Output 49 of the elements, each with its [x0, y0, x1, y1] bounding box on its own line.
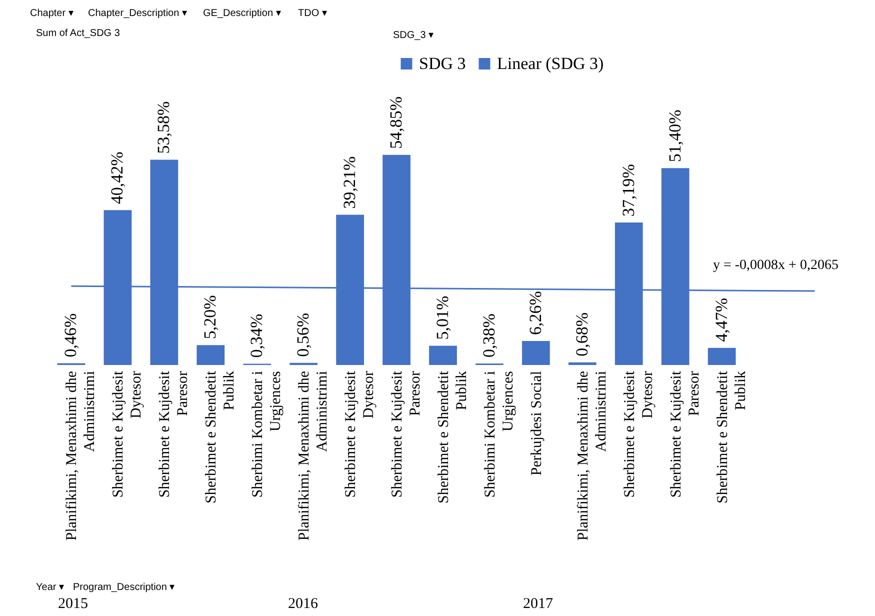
data-label: 6,26%: [526, 291, 545, 336]
data-label: 37,19%: [618, 164, 638, 217]
text: Program_Description ▾: [73, 582, 175, 593]
data-label: 4,47%: [712, 298, 731, 342]
text: TDO ▾: [298, 8, 327, 19]
bar: [196, 345, 225, 365]
data-label: 39,21%: [340, 156, 360, 209]
x-tick-label: Planifikimi, Menaxhimi dhe Administrimi: [64, 370, 98, 541]
data-label: 40,42%: [108, 152, 127, 204]
text: 2017: [523, 596, 554, 612]
x-tick-label: Perkujdesi Social: [528, 371, 545, 476]
bar: [568, 362, 596, 365]
data-label: 53,58%: [154, 101, 174, 154]
text: Sum of Act_SDG 3: [36, 28, 120, 39]
text: Year ▾: [36, 582, 64, 593]
data-label: 0,56%: [294, 312, 313, 357]
x-tick-label: Sherbimet e Shendetit Publik: [204, 370, 238, 504]
legend-label: SDG 3: [419, 54, 466, 73]
bar: [429, 346, 457, 365]
x-tick-label: Planifikimi, Menaxhimi dhe Administrimi: [575, 370, 610, 541]
x-tick-label: Sherbimet e Kujdesit Dytesor: [622, 370, 656, 498]
x-tick-label: Sherbimet e Kujdesit Dytesor: [343, 370, 378, 498]
bar: [522, 341, 550, 365]
data-label: 5,20%: [200, 295, 220, 340]
x-tick-label: Planifikimi, Menaxhimi dhe Administrimi: [296, 370, 331, 541]
text: 2016: [288, 596, 318, 612]
annotation: y = -0,0008x + 0,2065: [713, 258, 838, 273]
x-tick-label: Sherbimet e Kujdesit Dytesor: [110, 370, 145, 498]
x-tick-label: Sherbimet e Kujdesit Paresor: [668, 370, 702, 498]
text: GE_Description ▾: [203, 8, 281, 19]
data-label: 0,46%: [61, 313, 80, 358]
text: SDG_3 ▾: [393, 30, 434, 41]
data-label: 0,34%: [247, 314, 266, 358]
legend-label: Linear (SDG 3): [497, 54, 604, 73]
x-tick-label: Sherbimi Kombetar i Urgjences: [250, 370, 284, 498]
data-label: 5,01%: [433, 296, 452, 340]
bar: [708, 348, 736, 365]
x-tick-label: Sherbimet e Kujdesit Paresor: [390, 370, 424, 498]
x-tick-label: Sherbimet e Kujdesit Paresor: [157, 370, 192, 498]
x-tick-label: Sherbimet e Shendetit Publik: [436, 370, 470, 504]
data-label: 51,40%: [665, 110, 684, 162]
x-tick-label: Sherbimet e Shendetit Publik: [714, 370, 749, 504]
text: 2015: [58, 596, 88, 612]
x-tick-label: Sherbimi Kombetar i Urgjences: [482, 370, 516, 498]
text: Chapter ▾: [30, 8, 74, 19]
data-label: 54,85%: [386, 96, 406, 149]
data-label: 0,68%: [572, 312, 592, 356]
text: Chapter_Description ▾: [88, 8, 187, 19]
data-label: 0,38%: [479, 314, 498, 358]
